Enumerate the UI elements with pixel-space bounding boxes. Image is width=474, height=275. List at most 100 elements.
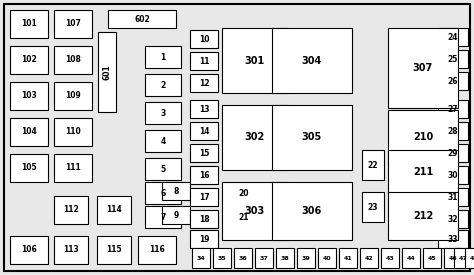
Bar [381,248,399,268]
Text: 105: 105 [21,164,37,172]
Bar [190,74,218,92]
Text: 106: 106 [21,246,37,254]
Text: 42: 42 [365,255,374,260]
Bar [192,248,210,268]
Bar [145,130,181,152]
Bar [190,52,218,70]
Bar [465,248,474,268]
Bar [108,10,176,28]
Text: 7: 7 [160,213,166,221]
Text: 47: 47 [459,255,467,260]
Bar [388,150,458,194]
Text: 111: 111 [65,164,81,172]
Text: 39: 39 [301,255,310,260]
Bar [444,248,462,268]
Bar [145,182,181,204]
Text: 305: 305 [302,133,322,142]
Text: 28: 28 [447,126,458,136]
Bar [213,248,231,268]
Text: 26: 26 [448,76,458,86]
Text: 24: 24 [448,32,458,42]
Text: 109: 109 [65,92,81,100]
Bar [54,154,92,182]
Text: 19: 19 [199,235,209,243]
Bar [360,248,378,268]
Bar [388,28,458,108]
Bar [97,236,131,264]
Bar [438,144,468,162]
Text: 210: 210 [413,133,433,142]
Text: 43: 43 [386,255,394,260]
Bar [10,154,48,182]
Text: 36: 36 [238,255,247,260]
Text: 602: 602 [134,15,150,23]
Text: 2: 2 [160,81,165,89]
Text: 33: 33 [448,235,458,243]
Text: 13: 13 [199,104,209,114]
Text: 107: 107 [65,20,81,29]
Bar [10,236,48,264]
Text: 34: 34 [197,255,205,260]
Bar [190,144,218,162]
Bar [438,72,468,90]
Text: 304: 304 [302,56,322,65]
Bar [272,105,352,170]
Text: 29: 29 [448,148,458,158]
Text: 12: 12 [199,78,209,87]
Bar [388,110,458,165]
Bar [276,248,294,268]
Text: 303: 303 [245,206,265,216]
Text: 46: 46 [448,255,457,260]
Text: 38: 38 [281,255,289,260]
Bar [388,192,458,240]
Text: 301: 301 [245,56,265,65]
Text: 6: 6 [160,188,165,197]
Bar [162,182,190,200]
Text: 302: 302 [245,133,265,142]
Bar [190,230,218,248]
Bar [145,46,181,68]
Text: 116: 116 [149,246,165,254]
Text: 9: 9 [173,210,179,219]
Bar [362,150,384,180]
Text: 5: 5 [160,164,165,174]
Bar [162,206,190,224]
Text: 307: 307 [413,63,433,73]
Bar [145,206,181,228]
Text: 4: 4 [160,136,165,145]
Text: 11: 11 [199,56,209,65]
Text: 211: 211 [413,167,433,177]
Text: 25: 25 [448,54,458,64]
Bar [54,236,88,264]
Bar [362,192,384,222]
Text: 20: 20 [239,189,249,199]
Bar [222,182,288,240]
Bar [318,248,336,268]
Text: 110: 110 [65,128,81,136]
Text: 32: 32 [448,214,458,224]
Text: 40: 40 [323,255,331,260]
Bar [297,248,315,268]
Bar [438,188,468,206]
Text: 45: 45 [428,255,437,260]
Bar [255,248,273,268]
Bar [54,196,88,224]
Text: 212: 212 [413,211,433,221]
Bar [98,32,116,112]
Bar [54,118,92,146]
Text: 18: 18 [199,214,210,224]
Bar [438,100,468,118]
Text: 112: 112 [63,205,79,215]
Text: 15: 15 [199,148,209,158]
Bar [190,166,218,184]
Text: 103: 103 [21,92,37,100]
Text: 108: 108 [65,56,81,65]
Text: 21: 21 [239,213,249,221]
Text: 17: 17 [199,192,210,202]
Bar [234,248,252,268]
Text: 27: 27 [447,104,458,114]
Text: 31: 31 [448,192,458,202]
Bar [190,122,218,140]
Text: 16: 16 [199,170,209,180]
Bar [97,196,131,224]
